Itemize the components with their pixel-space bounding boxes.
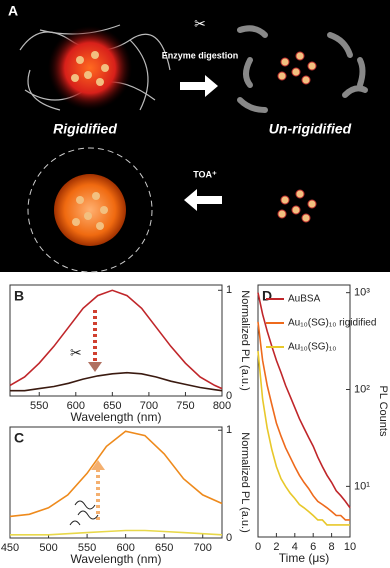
x-axis-title: Wavelength (nm) <box>71 552 162 566</box>
gold-atoms <box>71 51 109 86</box>
y-axis-title: Normalized PL (a.u.) <box>239 290 251 390</box>
x-tick-label: 800 <box>213 400 231 412</box>
x-tick-label: 600 <box>67 400 85 412</box>
y-tick-label: 10³ <box>354 287 370 299</box>
x-tick-label: 700 <box>194 542 212 554</box>
plot-frame <box>9 426 223 539</box>
x-tick-label: 650 <box>103 400 121 412</box>
x-tick-label: 4 <box>292 541 298 553</box>
scissors-icon: ✂ <box>194 16 206 32</box>
data-line <box>257 350 350 526</box>
y-tick-label: 1 <box>226 284 232 296</box>
state-label: Rigidified <box>53 121 117 137</box>
data-line <box>10 371 223 392</box>
x-tick-label: 500 <box>39 542 57 554</box>
x-tick-label: 550 <box>78 542 96 554</box>
plot-frame <box>257 284 351 538</box>
arrow-text: TOA⁺ <box>193 169 217 179</box>
x-tick-label: 700 <box>140 400 158 412</box>
increase-arrow-head <box>91 460 105 470</box>
arrow-right <box>180 75 218 97</box>
gold-atoms <box>72 192 108 230</box>
toa-cluster <box>54 174 126 246</box>
plot-frame <box>9 284 223 397</box>
x-axis-title: Time (μs) <box>279 551 329 565</box>
decrease-arrow-head <box>88 362 102 372</box>
panel-a: A ✂ Enzyme digestion Rigidified Un-rigid… <box>0 0 390 273</box>
data-line <box>257 292 351 509</box>
panel-b-decor: ✂ <box>70 310 102 372</box>
y-tick-label: 0 <box>226 532 232 544</box>
x-tick-label: 0 <box>255 541 261 553</box>
panel-label: C <box>14 430 24 446</box>
legend-label: AuBSA <box>288 294 321 305</box>
ligand-icon <box>69 500 99 526</box>
x-tick-label: 750 <box>176 400 194 412</box>
panel-c-decor <box>69 460 105 526</box>
y-tick-label: 1 <box>226 424 232 436</box>
scissors-icon: ✂ <box>70 345 82 361</box>
y-tick-label: 0 <box>226 390 232 402</box>
x-tick-label: 450 <box>1 542 19 554</box>
x-tick-label: 10 <box>344 541 356 553</box>
arrow-left <box>184 189 222 211</box>
rigid-cluster <box>48 26 132 110</box>
cluster-bottom-right <box>277 189 317 223</box>
arrow-text: Enzyme digestion <box>162 50 239 60</box>
x-tick-label: 650 <box>155 542 173 554</box>
legend-label: Au₁₀(SG)₁₀ <box>288 342 336 353</box>
y-axis-title: PL Counts <box>377 386 389 437</box>
x-tick-label: 6 <box>310 541 316 553</box>
ligand-shell <box>27 147 153 273</box>
data-line <box>257 321 350 521</box>
x-tick-label: 550 <box>30 400 48 412</box>
data-line <box>9 289 223 390</box>
legend-label: Au₁₀(SG)₁₀ rigidified <box>288 318 376 329</box>
panel-label: B <box>14 288 24 304</box>
data-line <box>10 529 223 536</box>
y-tick-label: 10¹ <box>354 480 370 492</box>
panel-label: D <box>262 288 272 304</box>
digested-fragments <box>237 25 368 113</box>
panel-label: A <box>8 3 18 19</box>
x-axis-title: Wavelength (nm) <box>71 410 162 424</box>
y-tick-label: 10² <box>354 383 370 395</box>
x-tick-label: 600 <box>116 542 134 554</box>
data-line <box>9 430 223 518</box>
state-label: Un-rigidified <box>269 121 352 137</box>
x-tick-label: 8 <box>329 541 335 553</box>
y-axis-title: Normalized PL (a.u.) <box>239 432 251 532</box>
x-tick-label: 2 <box>273 541 279 553</box>
cluster-top-right <box>277 51 317 85</box>
